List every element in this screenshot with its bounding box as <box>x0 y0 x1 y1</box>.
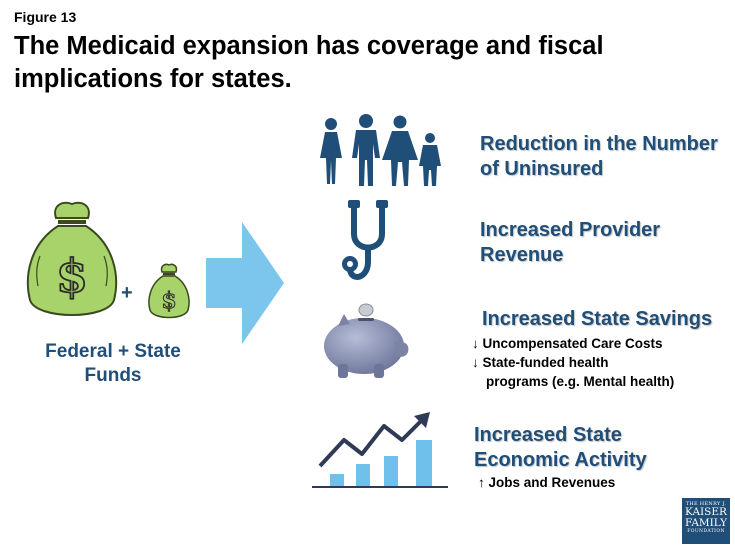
outcome-provider-heading: Increased Provider Revenue <box>480 218 660 268</box>
outcome-economic-line2: Economic Activity <box>474 449 647 471</box>
outcome-savings-heading: Increased State Savings <box>482 308 713 330</box>
outcome-economic-heading: Increased State Economic Activity <box>474 423 647 473</box>
outcome-savings-bullets: ↓ Uncompensated Care Costs ↓ State-funde… <box>472 334 674 391</box>
savings-bullet-state-funded-cont: programs (e.g. Mental health) <box>486 374 675 389</box>
kff-logo: THE HENRY J. KAISER FAMILY FOUNDATION <box>682 498 730 544</box>
large-bag-dollar: $ <box>56 249 88 303</box>
small-bag-dollar: $ <box>161 288 176 314</box>
logo-line4: FOUNDATION <box>687 529 725 534</box>
economic-bullet-jobs: ↑ Jobs and Revenues <box>478 475 616 490</box>
growth-bar-4 <box>416 440 432 486</box>
outcome-provider-line1: Increased Provider <box>480 219 661 241</box>
right-arrow-icon <box>206 222 284 344</box>
piggy-bank-icon <box>324 303 409 378</box>
logo-line2: KAISER <box>685 506 727 518</box>
outcome-provider-line2: Revenue <box>480 244 564 266</box>
growth-bar-1 <box>330 474 344 486</box>
logo-line3: FAMILY <box>684 517 728 529</box>
page-title: The Medicaid expansion has coverage and … <box>14 32 604 93</box>
figure-label: Figure 13 <box>14 9 77 25</box>
funds-label: Federal + State Funds <box>45 341 181 386</box>
savings-bullet-uncompensated: ↓ Uncompensated Care Costs <box>472 336 663 351</box>
plus-sign: + <box>121 282 133 304</box>
growth-bar-2 <box>356 464 370 486</box>
logo-line1: THE HENRY J. <box>685 501 727 507</box>
growth-chart-icon <box>312 412 448 488</box>
family-icon <box>320 114 441 186</box>
small-money-bag-icon: $ <box>148 263 190 319</box>
growth-bar-3 <box>384 456 398 486</box>
outcome-uninsured-line1: Reduction in the Number <box>480 133 718 155</box>
large-money-bag-icon: $ <box>26 201 118 316</box>
outcome-uninsured-line2: of Uninsured <box>480 158 604 180</box>
savings-bullet-state-funded: ↓ State-funded health <box>472 355 609 370</box>
outcome-uninsured-heading: Reduction in the Number of Uninsured <box>480 132 718 182</box>
stethoscope-icon <box>342 200 388 280</box>
outcome-economic-line1: Increased State <box>474 424 622 446</box>
